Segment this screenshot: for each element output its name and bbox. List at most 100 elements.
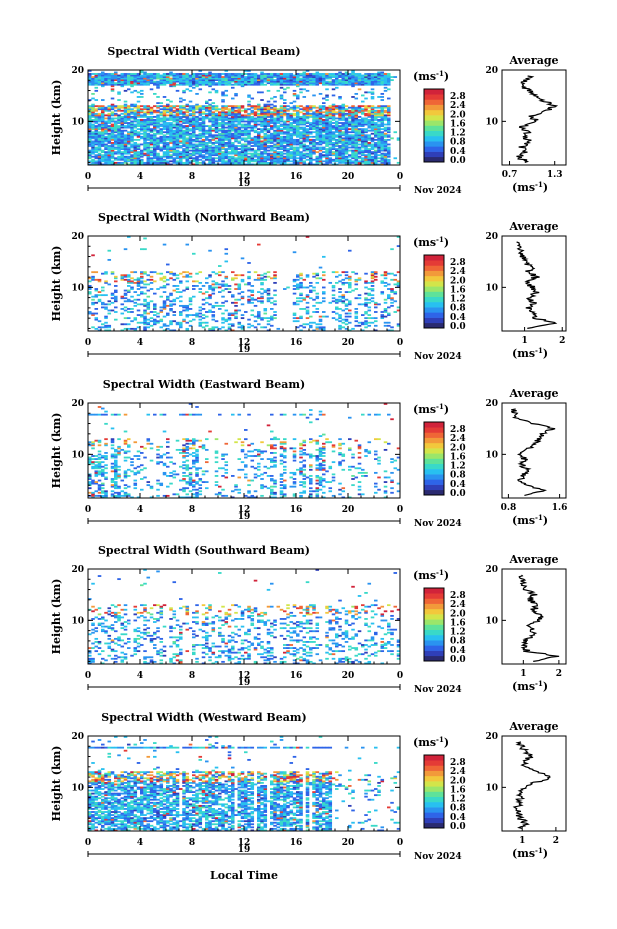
heatmap-cell xyxy=(94,120,99,123)
heatmap-cell xyxy=(328,114,333,117)
heatmap-cell xyxy=(273,96,277,98)
heatmap-cell xyxy=(234,77,238,80)
heatmap-cell xyxy=(182,155,186,158)
heatmap-cell xyxy=(234,301,238,304)
heatmap-cell xyxy=(361,154,365,157)
heatmap-cell xyxy=(344,79,349,82)
heatmap-cell xyxy=(91,112,95,115)
heatmap-cell xyxy=(240,291,245,293)
heatmap-cell xyxy=(169,122,173,124)
heatmap-cell xyxy=(88,160,92,163)
heatmap-cell xyxy=(224,154,229,157)
heatmap-cell xyxy=(286,128,290,131)
heatmap-cell xyxy=(120,275,125,278)
heatmap-cell xyxy=(348,303,352,306)
heatmap-cell xyxy=(162,303,167,306)
heatmap-cell xyxy=(153,157,157,160)
heatmap-cell xyxy=(296,140,300,143)
heatmap-cell xyxy=(169,157,173,160)
heatmap-cell xyxy=(201,83,206,86)
heatmap-cell xyxy=(179,125,183,127)
heatmap-cell xyxy=(208,126,212,129)
heatmap-cell xyxy=(188,132,193,135)
heatmap-cell xyxy=(377,76,381,78)
heatmap-cell xyxy=(364,77,368,80)
heatmap-cell xyxy=(354,83,359,86)
heatmap-cell xyxy=(224,161,229,164)
heatmap-cell xyxy=(117,125,121,127)
heatmap-cell xyxy=(201,122,206,124)
heatmap-cell xyxy=(263,272,268,275)
heatmap-cell xyxy=(289,115,294,118)
heatmap-cell xyxy=(172,285,177,287)
heatmap-cell xyxy=(231,148,235,150)
heatmap-cell xyxy=(101,115,105,118)
heatmap-cell xyxy=(172,117,177,120)
heatmap-cell xyxy=(136,294,141,297)
heatmap-cell xyxy=(283,135,287,138)
heatmap-cell xyxy=(361,143,365,146)
heatmap-cell xyxy=(88,285,92,287)
heatmap-cell xyxy=(390,79,394,82)
heatmap-cell xyxy=(169,304,173,307)
heatmap-cell xyxy=(198,129,203,132)
heatmap-cell xyxy=(192,106,196,109)
heatmap-cell xyxy=(292,142,297,144)
heatmap-cell xyxy=(179,312,183,315)
heatmap-cell xyxy=(244,108,248,111)
heatmap-cell xyxy=(344,82,349,85)
heatmap-cell xyxy=(195,92,199,95)
heatmap-cell xyxy=(192,76,196,78)
heatmap-cell xyxy=(166,132,170,135)
heatmap-cell xyxy=(244,80,248,83)
heatmap-cell xyxy=(208,108,212,111)
heatmap-cell xyxy=(172,289,177,292)
heatmap-cell xyxy=(335,125,339,127)
heatmap-cell xyxy=(328,152,333,155)
heatmap-cell xyxy=(318,82,323,85)
heatmap-cell xyxy=(364,326,368,329)
heatmap-cell xyxy=(166,314,170,316)
heatmap-cell xyxy=(153,76,157,78)
heatmap-cell xyxy=(101,83,105,86)
heatmap-cell xyxy=(338,158,342,161)
heatmap-cell xyxy=(367,160,372,163)
heatmap-cell xyxy=(127,285,131,287)
heatmap-cell xyxy=(205,117,209,120)
heatmap-cell xyxy=(195,123,199,126)
heatmap-cell xyxy=(227,128,232,131)
heatmap-cell xyxy=(127,327,131,330)
heatmap-cell xyxy=(162,285,167,287)
heatmap-cell xyxy=(156,138,160,141)
heatmap-cell xyxy=(364,142,368,144)
heatmap-cell xyxy=(247,103,251,106)
heatmap-cell xyxy=(341,125,346,127)
heatmap-cell xyxy=(328,128,333,131)
heatmap-cell xyxy=(260,297,264,300)
heatmap-cell xyxy=(276,114,281,117)
heatmap-cell xyxy=(208,71,212,74)
heatmap-cell xyxy=(221,131,225,134)
heatmap-cell xyxy=(156,117,160,120)
heatmap-cell xyxy=(224,106,229,109)
heatmap-cell xyxy=(231,76,235,78)
heatmap-cell xyxy=(279,160,284,163)
heatmap-cell xyxy=(127,74,131,77)
heatmap-cell xyxy=(270,324,274,327)
heatmap-cell xyxy=(179,160,183,163)
heatmap-cell xyxy=(370,88,375,91)
heatmap-cell xyxy=(367,143,372,146)
heatmap-cell xyxy=(325,83,329,86)
heatmap-cell xyxy=(140,163,144,166)
heatmap-cell xyxy=(110,149,115,152)
heatmap-cell xyxy=(214,304,219,307)
heatmap-cell xyxy=(322,108,326,111)
heatmap-cell xyxy=(198,119,203,121)
heatmap-cell xyxy=(263,142,268,144)
heatmap-cell xyxy=(234,148,238,150)
heatmap-cell xyxy=(185,327,190,330)
heatmap-cell xyxy=(133,160,138,163)
heatmap-cell xyxy=(279,151,284,154)
heatmap-cell xyxy=(260,119,264,121)
heatmap-cell xyxy=(123,145,128,147)
